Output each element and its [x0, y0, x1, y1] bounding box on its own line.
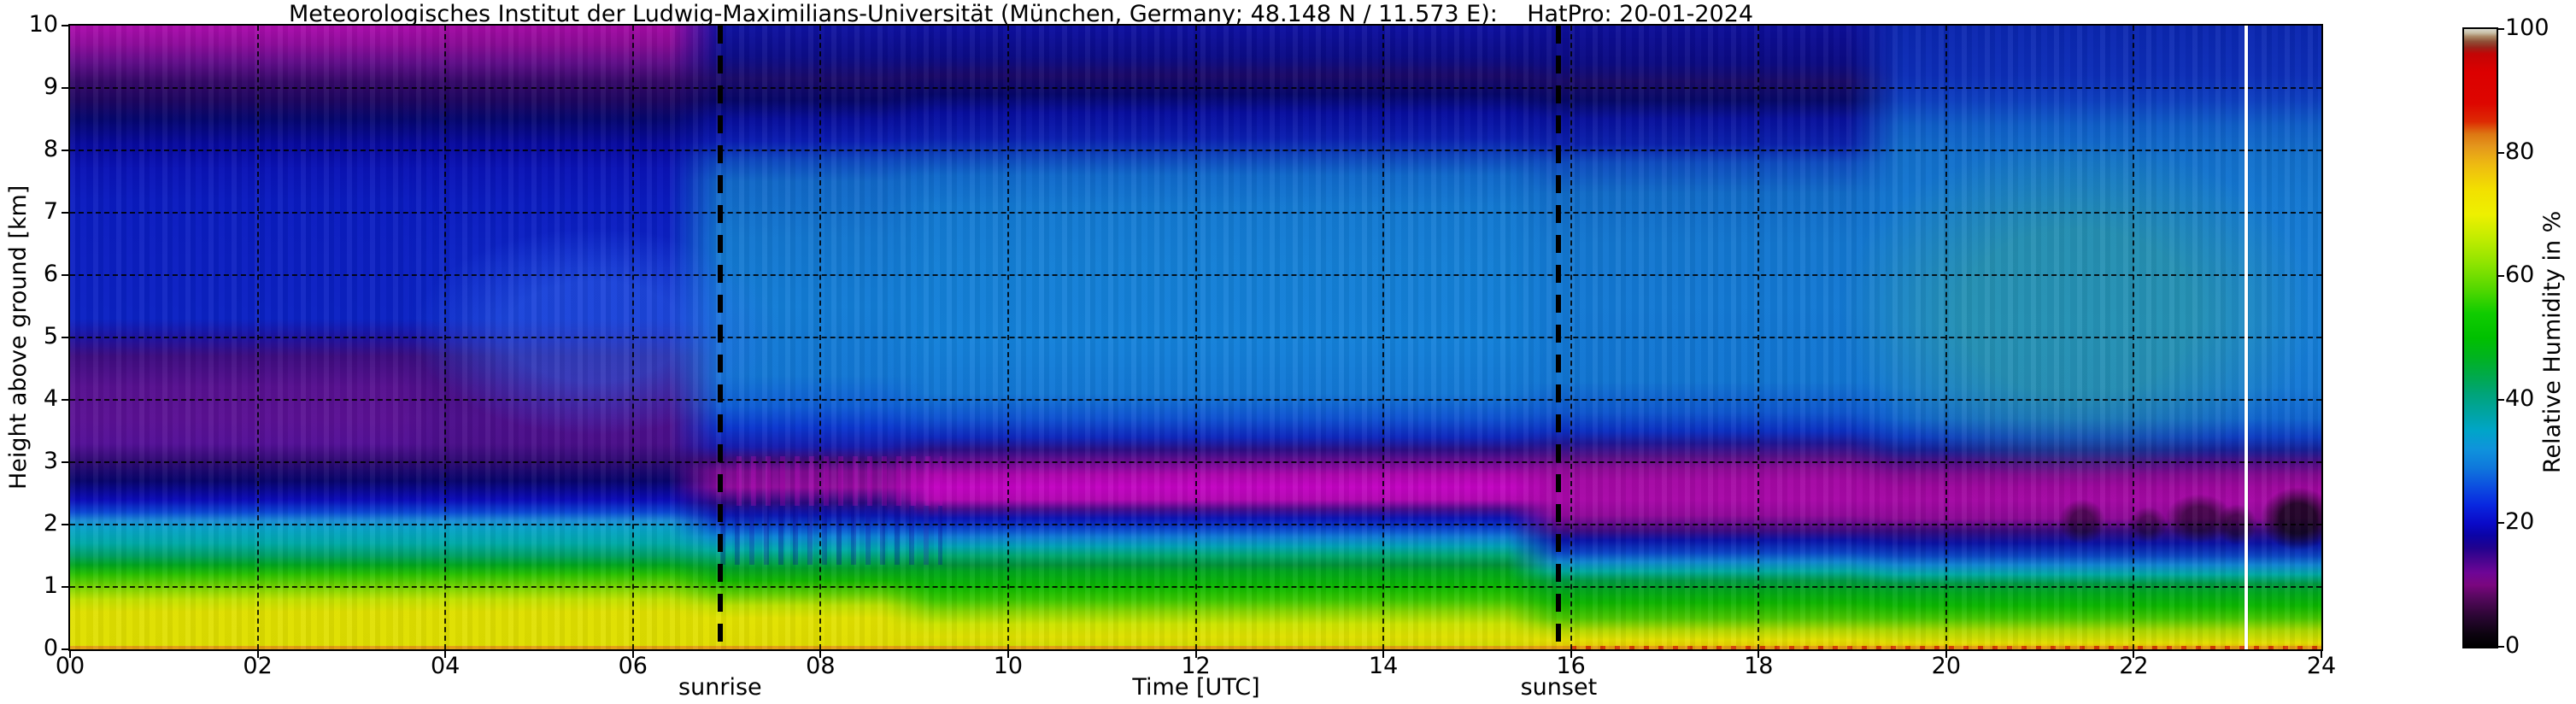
- heatmap-plot: [68, 24, 2323, 651]
- y-tick-mark: [62, 461, 68, 463]
- x-tick-mark: [1194, 651, 1197, 658]
- evening-teal-moist-patch: [1749, 75, 2321, 550]
- grid-line-vertical: [1382, 26, 1385, 649]
- x-tick-label: 16: [1556, 653, 1586, 679]
- x-tick-label: 08: [806, 653, 836, 679]
- y-tick-label: 1: [43, 572, 58, 599]
- grid-line-vertical: [631, 26, 634, 649]
- x-tick-label: 12: [1181, 653, 1211, 679]
- sunset-line: [1556, 26, 1562, 649]
- y-tick-label: 4: [43, 385, 58, 412]
- dry-black-spot: [2246, 474, 2321, 562]
- colorbar-tick-label: 60: [2505, 261, 2535, 289]
- y-tick-label: 10: [28, 11, 58, 38]
- x-tick-label: 06: [618, 653, 648, 679]
- x-tick-mark: [1382, 651, 1385, 658]
- colorbar-title: Relative Humidity in %: [2539, 210, 2566, 473]
- x-tick-mark: [256, 651, 259, 658]
- x-tick-mark: [2133, 651, 2135, 658]
- x-tick-mark: [2321, 651, 2322, 658]
- x-tick-mark: [69, 651, 71, 658]
- y-tick-mark: [62, 87, 68, 89]
- pre-dawn-bright-blue-patch: [342, 187, 849, 475]
- y-tick-mark: [62, 399, 68, 401]
- morning-magenta-streaks: [736, 455, 943, 507]
- sunset-label: sunset: [1520, 674, 1598, 701]
- y-tick-mark: [62, 337, 68, 338]
- x-tick-mark: [819, 651, 822, 658]
- x-axis-title: Time [UTC]: [1132, 674, 1260, 701]
- x-tick-label: 00: [55, 653, 85, 679]
- x-tick-label: 14: [1368, 653, 1399, 679]
- colorbar-tick-mark: [2498, 646, 2504, 648]
- x-tick-label: 04: [430, 653, 461, 679]
- dry-black-spot: [2049, 490, 2115, 553]
- x-tick-label: 22: [2119, 653, 2149, 679]
- y-tick-label: 0: [43, 635, 58, 661]
- grid-line-vertical: [1757, 26, 1760, 649]
- y-tick-label: 5: [43, 323, 58, 349]
- x-tick-mark: [1757, 651, 1760, 658]
- colorbar-tick-mark: [2498, 28, 2504, 30]
- x-tick-mark: [1006, 651, 1009, 658]
- white-data-gap-line: [2244, 26, 2249, 649]
- colorbar-tick-label: 100: [2505, 15, 2550, 41]
- y-tick-mark: [62, 25, 68, 26]
- x-tick-mark: [444, 651, 447, 658]
- x-tick-label: 20: [1931, 653, 1961, 679]
- y-tick-mark: [62, 274, 68, 276]
- colorbar-tick-mark: [2498, 151, 2504, 154]
- grid-line-vertical: [819, 26, 822, 649]
- colorbar-tick-label: 40: [2505, 384, 2535, 412]
- grid-line-vertical: [2133, 26, 2135, 649]
- x-tick-label: 02: [243, 653, 273, 679]
- x-tick-label: 24: [2306, 653, 2337, 679]
- grid-line-vertical: [1570, 26, 1572, 649]
- y-tick-label: 6: [43, 261, 58, 287]
- y-tick-mark: [62, 524, 68, 525]
- y-tick-label: 8: [43, 136, 58, 162]
- colorbar: [2462, 27, 2498, 648]
- colorbar-tick-label: 0: [2505, 632, 2520, 659]
- y-tick-mark: [62, 212, 68, 214]
- x-tick-label: 10: [993, 653, 1024, 679]
- x-tick-mark: [1570, 651, 1572, 658]
- y-tick-label: 7: [43, 198, 58, 225]
- grid-line-vertical: [1945, 26, 1947, 649]
- x-tick-label: 18: [1744, 653, 1774, 679]
- grid-line-vertical: [444, 26, 447, 649]
- y-tick-label: 2: [43, 510, 58, 537]
- y-tick-label: 3: [43, 448, 58, 474]
- y-tick-mark: [62, 586, 68, 588]
- grid-line-vertical: [1194, 26, 1197, 649]
- colorbar-tick-mark: [2498, 522, 2504, 525]
- sunrise-label: sunrise: [678, 674, 762, 701]
- x-tick-mark: [631, 651, 634, 658]
- colorbar-tick-label: 20: [2505, 508, 2535, 536]
- y-tick-mark: [62, 648, 68, 650]
- x-tick-mark: [1945, 651, 1947, 658]
- sunrise-line: [717, 26, 723, 649]
- y-tick-label: 9: [43, 73, 58, 100]
- y-tick-mark: [62, 150, 68, 151]
- grid-line-vertical: [256, 26, 259, 649]
- morning-blue-streaks: [719, 506, 943, 566]
- colorbar-tick-mark: [2498, 275, 2504, 278]
- colorbar-tick-mark: [2498, 398, 2504, 401]
- plot-title: Meteorologisches Institut der Ludwig-Max…: [289, 1, 1754, 27]
- grid-line-vertical: [1006, 26, 1009, 649]
- colorbar-tick-label: 80: [2505, 138, 2535, 165]
